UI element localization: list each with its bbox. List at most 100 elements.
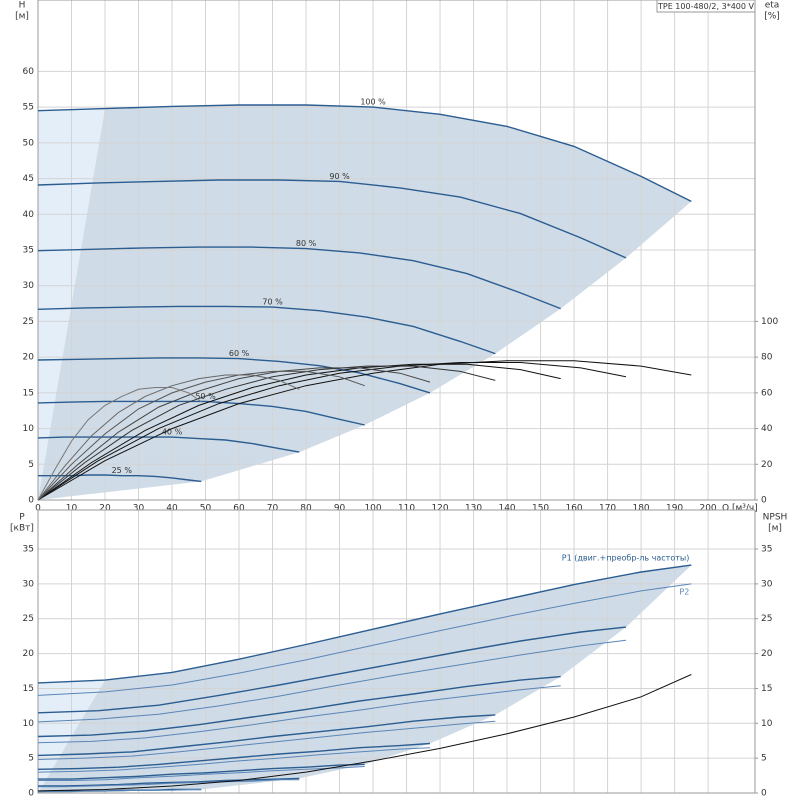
y-tick-label: 10 [23,424,35,434]
curve [37,685,561,744]
min-flow-range [38,680,106,793]
y-tick-label: 45 [23,174,34,184]
y-axis-label: P [19,513,25,523]
curve [38,766,365,781]
x-tick-label: 170 [599,504,616,514]
secondary-curve [37,360,692,501]
secondary-curve [37,387,202,501]
x-tick-label: 60 [233,504,245,514]
curve-label: 100 % [360,98,386,107]
y-axis-label: H [19,1,26,11]
y2-axis-label: NPSH [763,513,788,523]
y-tick-label: 40 [23,210,35,220]
curve [37,179,627,259]
secondary-curve [37,367,431,501]
y-tick-label: 35 [23,545,34,555]
y2-tick-label: 30 [761,579,773,589]
y2-tick-label: 100 [761,317,778,327]
y-tick-label: 15 [23,684,34,694]
y-tick-label: 10 [23,719,35,729]
operating-range [38,565,692,793]
curve-label: 90 % [329,172,350,181]
curve [37,400,365,426]
curve [37,357,431,394]
curve [37,714,496,757]
y2-tick-label: 15 [761,684,772,694]
y2-tick-label: 0 [761,789,767,799]
x-tick-label: 130 [465,504,482,514]
x-tick-label: 0 [35,504,41,514]
y-tick-label: 25 [23,317,34,327]
curve-label: 40 % [162,428,183,437]
y2-axis-unit: [%] [764,12,780,22]
curve-label: P2 [679,587,689,596]
y-tick-label: 15 [23,388,34,398]
curve [37,626,627,714]
secondary-curve [37,370,365,501]
y2-tick-label: 80 [761,353,773,363]
x-tick-label: 180 [632,504,649,514]
y2-tick-label: 5 [761,754,767,764]
curve [38,777,300,787]
curve-label: 70 % [262,298,283,307]
secondary-curve [37,362,627,501]
curve [38,779,300,788]
curve [37,720,496,760]
x-tick-label: 40 [166,504,178,514]
secondary-curve [37,365,496,501]
curve-label: 25 % [112,466,133,475]
y2-tick-label: 20 [761,649,773,659]
y2-tick-label: 0 [761,496,767,506]
secondary-curve [37,363,561,501]
curve-label: P1 (двиг.+преобр-ль частоты) [562,554,690,563]
x-tick-label: 70 [267,504,279,514]
curve [37,583,692,696]
curve [37,675,561,738]
y2-axis-unit: [м] [768,524,782,534]
title-box [656,0,756,13]
x-tick-label: 20 [99,504,111,514]
y-tick-label: 0 [28,789,34,799]
y-tick-label: 30 [23,281,35,291]
curve [37,639,627,723]
curve [37,246,561,310]
x-tick-label: 160 [565,504,582,514]
y-tick-label: 55 [23,103,34,113]
chart-title: TPE 100-480/2, 3*400 V [657,2,755,11]
curve-label: 60 % [229,349,250,358]
y-tick-label: 60 [23,67,35,77]
x-tick-label: 140 [498,504,515,514]
x-tick-label: 190 [666,504,683,514]
y-tick-label: 25 [23,614,34,624]
y-tick-label: 50 [23,138,35,148]
y-axis-unit: [кВт] [10,524,34,534]
y-tick-label: 5 [28,754,34,764]
curve [37,742,431,770]
x-axis-label: Q [м³/ч] [722,504,758,514]
curve [37,104,692,203]
curve-label: 80 % [296,239,317,248]
y-tick-label: 20 [23,649,35,659]
x-tick-label: 10 [66,504,78,514]
x-tick-label: 200 [699,504,716,514]
curve [37,747,431,773]
y2-tick-label: 20 [761,460,773,470]
x-tick-label: 110 [398,504,415,514]
curve [37,305,496,355]
x-tick-label: 90 [334,504,346,514]
curve [38,763,365,780]
y2-tick-label: 25 [761,614,772,624]
x-tick-label: 80 [300,504,312,514]
x-tick-label: 50 [200,504,212,514]
y2-tick-label: 40 [761,424,773,434]
y2-tick-label: 60 [761,388,773,398]
curve [37,564,692,684]
y2-tick-label: 10 [761,719,773,729]
y-tick-label: 35 [23,246,34,256]
plot-border [37,509,756,794]
secondary-curve [37,674,692,792]
x-tick-label: 100 [364,504,381,514]
y2-tick-label: 35 [761,545,772,555]
secondary-curve [37,374,300,501]
